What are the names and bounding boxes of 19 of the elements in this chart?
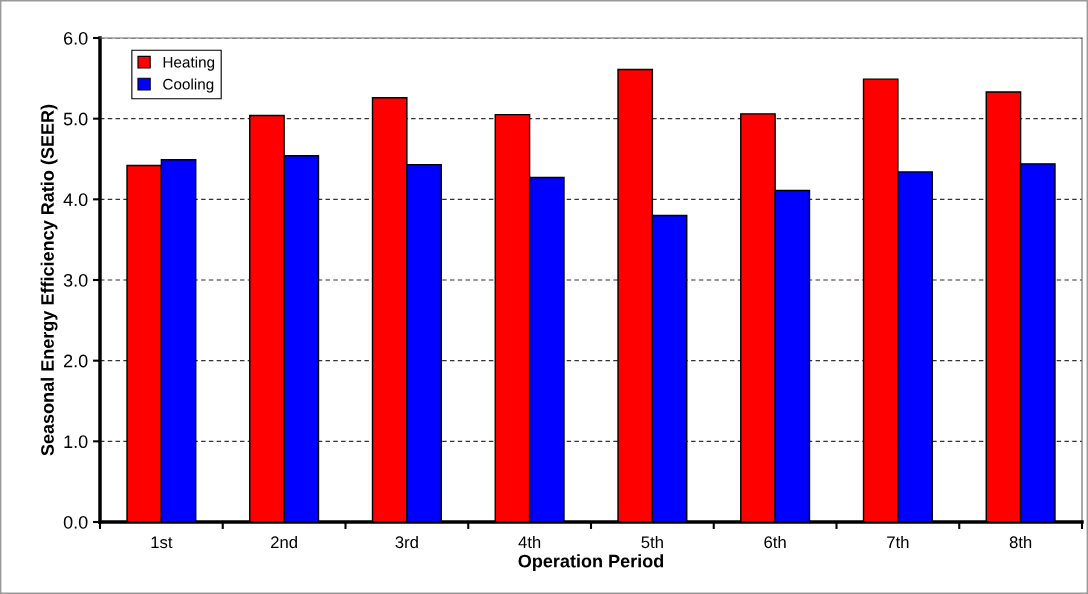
x-tick-label: 8th: [1009, 535, 1032, 549]
y-axis-title: Seasonal Energy Efficiency Ratio (SEER): [40, 104, 58, 456]
y-tick-label: 5.0: [63, 112, 88, 126]
y-tick-label: 1.0: [64, 435, 88, 449]
legend-label: Cooling: [163, 78, 214, 93]
x-tick-label: 3rd: [395, 535, 418, 549]
y-tick-label: 2.0: [64, 354, 88, 368]
x-tick-label: 7th: [887, 535, 909, 549]
x-tick-label: 6th: [764, 535, 786, 549]
x-axis-title: Operation Period: [518, 554, 664, 572]
x-tick-label: 2nd: [271, 535, 297, 549]
x-tick-label: 5th: [641, 535, 663, 549]
x-tick-label: 4th: [518, 535, 541, 549]
y-tick-label: 6.0: [64, 31, 88, 45]
y-tick-label: 0.0: [63, 515, 88, 529]
y-tick-label: 3.0: [63, 273, 88, 287]
y-tick-label: 4.0: [63, 193, 88, 207]
legend-label: Heating: [163, 56, 215, 71]
x-tick-label: 1st: [151, 536, 173, 549]
